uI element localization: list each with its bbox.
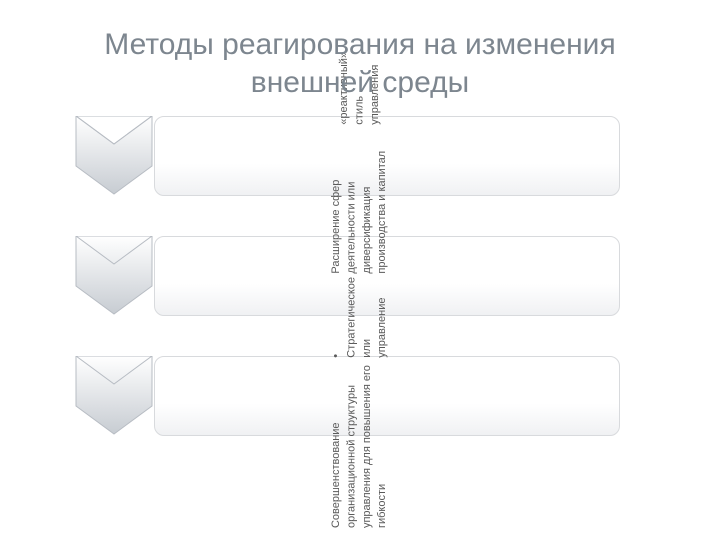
slide-stage: Методы реагирования на изменения внешней…	[0, 0, 720, 540]
rotated-text-3: Расширение сфер деятельности или диверси…	[329, 129, 391, 274]
chevron-down-icon	[74, 116, 154, 196]
title-line-1: Методы реагирования на изменения	[104, 28, 615, 61]
rotated-text-2: • Стратегическое или управление	[329, 277, 391, 358]
chevron-1	[74, 116, 154, 196]
chevron-3	[74, 356, 154, 436]
rotated-text-column: «реактивный» стиль управления Расширение…	[260, 50, 460, 530]
chevron-2	[74, 236, 154, 316]
chevron-down-icon	[74, 236, 154, 316]
chevron-down-icon	[74, 356, 154, 436]
slide-title: Методы реагирования на изменения внешней…	[0, 26, 720, 101]
rotated-text-1: Совершенствование организационной структ…	[329, 362, 391, 528]
title-line-2: внешней среды	[0, 64, 720, 102]
